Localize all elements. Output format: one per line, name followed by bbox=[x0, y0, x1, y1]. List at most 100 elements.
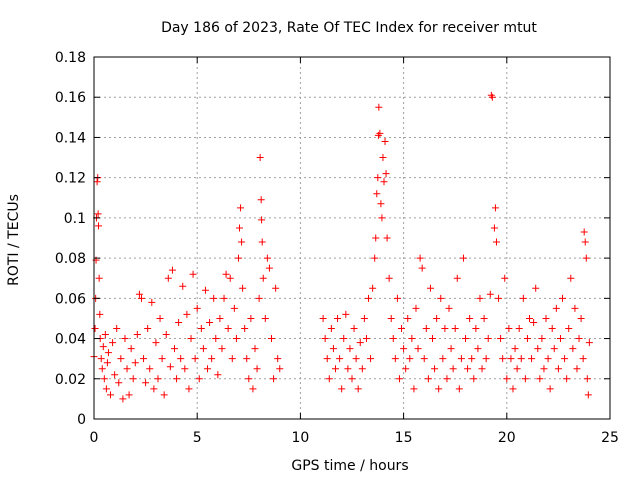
y-tick-label: 0.08 bbox=[55, 251, 86, 267]
data-point bbox=[546, 385, 554, 393]
data-point bbox=[391, 355, 399, 363]
data-point bbox=[256, 154, 264, 162]
data-point bbox=[408, 335, 416, 343]
data-point bbox=[95, 274, 103, 282]
data-point bbox=[433, 314, 441, 322]
data-point bbox=[348, 375, 356, 383]
x-axis-label: GPS time / hours bbox=[291, 458, 408, 474]
data-point bbox=[428, 335, 436, 343]
data-point bbox=[474, 345, 482, 353]
data-point bbox=[135, 290, 143, 298]
data-point bbox=[236, 224, 244, 232]
data-point bbox=[97, 355, 105, 363]
data-point bbox=[216, 314, 224, 322]
data-point bbox=[253, 365, 261, 373]
data-point bbox=[379, 154, 387, 162]
data-point bbox=[457, 355, 465, 363]
data-point bbox=[412, 304, 420, 312]
data-point bbox=[503, 375, 511, 383]
data-point bbox=[556, 335, 564, 343]
data-point bbox=[468, 355, 476, 363]
data-point bbox=[453, 274, 461, 282]
data-point bbox=[362, 335, 370, 343]
data-point bbox=[410, 385, 418, 393]
grid bbox=[94, 57, 610, 419]
data-point bbox=[100, 375, 108, 383]
data-point bbox=[331, 365, 339, 373]
data-point bbox=[563, 375, 571, 383]
data-point bbox=[447, 345, 455, 353]
data-point bbox=[166, 363, 174, 371]
data-point bbox=[462, 335, 470, 343]
data-point bbox=[164, 274, 172, 282]
data-point bbox=[515, 325, 523, 332]
data-point bbox=[140, 355, 148, 363]
data-point bbox=[491, 204, 499, 212]
data-point bbox=[91, 325, 99, 332]
data-point bbox=[109, 339, 117, 347]
data-point bbox=[117, 355, 125, 363]
data-point bbox=[585, 339, 593, 347]
data-point bbox=[476, 294, 484, 302]
data-point bbox=[189, 270, 197, 278]
data-point bbox=[360, 314, 368, 322]
data-point bbox=[443, 375, 451, 383]
data-point bbox=[272, 284, 280, 292]
data-point bbox=[492, 238, 500, 246]
data-point bbox=[534, 345, 542, 353]
data-point bbox=[170, 345, 178, 353]
data-point bbox=[382, 170, 390, 178]
data-point bbox=[247, 314, 255, 322]
data-point bbox=[173, 375, 181, 383]
y-axis-ticks: 0 0.02 0.04 0.06 0.08 0.1 0.12 0.14 0.16 0.18 bbox=[55, 50, 610, 428]
data-point bbox=[480, 314, 488, 322]
data-point bbox=[389, 335, 397, 343]
data-point bbox=[490, 224, 498, 232]
data-point bbox=[544, 355, 552, 363]
data-point bbox=[119, 395, 127, 403]
data-point bbox=[239, 284, 247, 292]
data-point bbox=[152, 339, 160, 347]
data-point bbox=[426, 284, 434, 292]
data-point bbox=[521, 375, 529, 383]
data-point bbox=[115, 379, 123, 387]
data-point bbox=[536, 375, 544, 383]
data-point bbox=[127, 345, 135, 353]
data-point bbox=[251, 345, 259, 353]
data-point bbox=[199, 345, 207, 353]
data-point bbox=[93, 178, 101, 186]
data-point bbox=[369, 284, 377, 292]
data-point bbox=[160, 391, 168, 399]
data-point bbox=[513, 365, 521, 373]
data-point bbox=[183, 310, 191, 318]
data-point bbox=[459, 254, 467, 262]
data-point bbox=[472, 325, 480, 332]
data-point bbox=[177, 355, 185, 363]
data-point bbox=[265, 264, 273, 272]
data-point bbox=[257, 196, 265, 204]
data-point bbox=[129, 375, 137, 383]
data-point bbox=[354, 385, 362, 393]
data-point bbox=[137, 294, 145, 302]
data-point bbox=[201, 286, 209, 294]
data-point bbox=[142, 379, 150, 387]
data-point bbox=[380, 178, 388, 186]
data-point bbox=[580, 228, 588, 236]
data-point bbox=[121, 335, 129, 343]
data-point bbox=[193, 304, 201, 312]
data-point bbox=[404, 314, 412, 322]
data-point bbox=[104, 349, 112, 357]
data-point bbox=[218, 345, 226, 353]
data-point bbox=[133, 331, 141, 339]
data-point bbox=[358, 365, 366, 373]
y-tick-label: 0.18 bbox=[55, 50, 86, 66]
data-point bbox=[381, 137, 389, 145]
data-point bbox=[158, 355, 166, 363]
data-point bbox=[204, 365, 212, 373]
data-point bbox=[540, 365, 548, 373]
data-point bbox=[208, 355, 216, 363]
y-tick-label: 0.02 bbox=[55, 372, 86, 388]
data-point bbox=[371, 254, 379, 262]
data-point bbox=[367, 355, 375, 363]
data-point bbox=[445, 304, 453, 312]
